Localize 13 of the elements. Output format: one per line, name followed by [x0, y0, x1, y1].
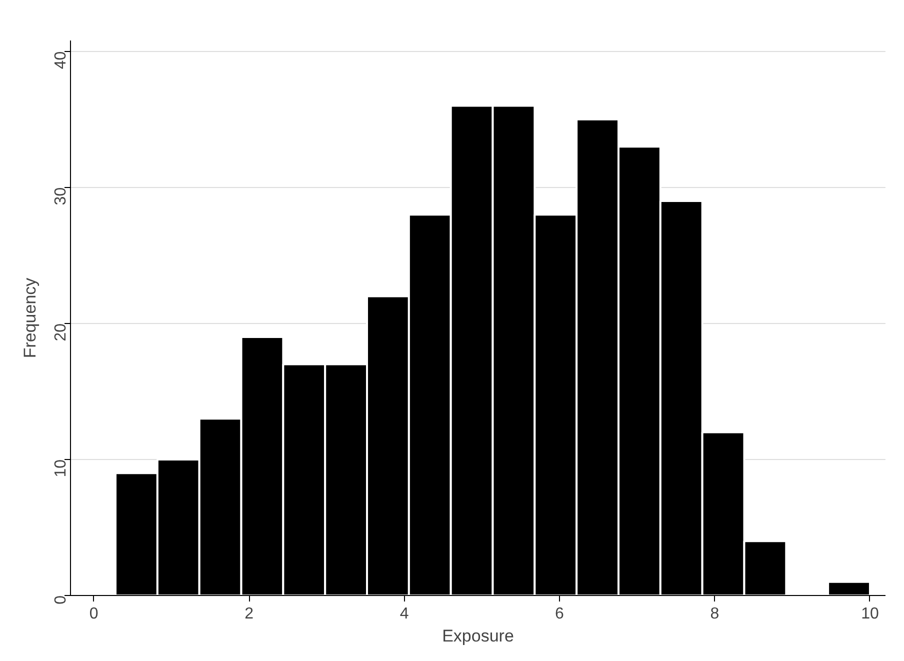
y-tick-label: 20: [52, 323, 70, 342]
y-tick-label: 0: [52, 595, 70, 604]
x-tick-label: 2: [244, 606, 254, 622]
y-tick-label: 40: [52, 51, 70, 70]
x-tick-label: 10: [861, 606, 879, 622]
x-tick-label: 8: [710, 606, 720, 622]
y-tick-label: 30: [52, 187, 70, 206]
x-tick-label: 0: [89, 606, 98, 622]
y-axis-title: Frequency: [20, 277, 40, 358]
x-tick-label: 4: [400, 606, 409, 622]
y-tick-label: 10: [52, 459, 70, 478]
x-axis-title: Exposure: [442, 626, 514, 646]
x-tick-label: 6: [555, 606, 564, 622]
